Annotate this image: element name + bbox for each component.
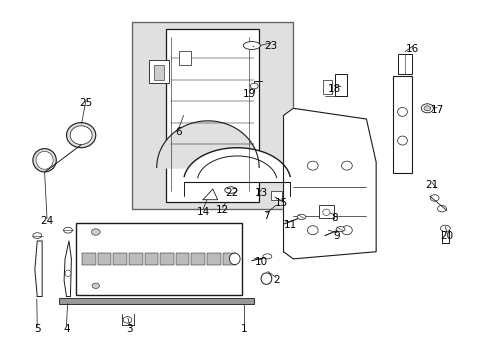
Polygon shape [35,241,42,297]
Ellipse shape [335,226,344,231]
Ellipse shape [123,317,132,323]
Bar [392,76,411,173]
Bar [144,253,158,265]
Ellipse shape [36,151,53,169]
Ellipse shape [33,149,56,172]
Bar [334,74,346,96]
Bar [166,30,259,202]
Text: 25: 25 [79,98,92,108]
Text: 21: 21 [425,180,438,190]
Bar [98,253,111,265]
Ellipse shape [307,161,318,170]
Text: 19: 19 [242,89,256,99]
Ellipse shape [423,106,430,111]
Text: 11: 11 [284,220,297,230]
Text: 9: 9 [333,231,340,240]
Text: 4: 4 [63,324,70,334]
Ellipse shape [307,226,318,235]
Ellipse shape [70,126,92,144]
Text: 10: 10 [254,257,267,267]
Text: 23: 23 [264,41,277,50]
Bar [206,253,220,265]
Ellipse shape [91,229,100,235]
Ellipse shape [65,270,71,276]
Bar [76,223,242,295]
Text: 12: 12 [216,206,229,216]
Text: 18: 18 [327,84,341,94]
Ellipse shape [92,283,99,288]
Polygon shape [203,189,217,200]
Ellipse shape [63,227,72,233]
Text: 24: 24 [41,216,54,226]
Text: 8: 8 [331,213,337,222]
Text: 14: 14 [196,207,209,217]
Bar [222,253,236,265]
Text: 22: 22 [225,188,239,198]
Bar [319,205,333,219]
Polygon shape [64,241,71,297]
Ellipse shape [397,107,407,116]
Bar [59,298,254,304]
Ellipse shape [261,273,271,284]
Bar [129,253,142,265]
Bar [149,60,168,83]
Bar [322,80,331,94]
Ellipse shape [297,215,305,220]
Polygon shape [283,108,375,259]
Ellipse shape [229,253,240,265]
Bar [178,51,190,65]
Bar [160,253,173,265]
Bar [113,253,127,265]
Text: 17: 17 [429,105,443,115]
Bar [175,253,189,265]
Ellipse shape [243,41,260,49]
Ellipse shape [224,187,237,193]
Bar [82,253,96,265]
Ellipse shape [437,206,446,212]
Text: 6: 6 [175,127,182,136]
Ellipse shape [263,254,271,259]
Text: 7: 7 [263,211,269,221]
Ellipse shape [341,161,351,170]
Text: 15: 15 [274,198,287,208]
Ellipse shape [420,104,432,113]
Bar [191,253,204,265]
Text: 20: 20 [439,231,452,240]
Ellipse shape [440,225,449,231]
Ellipse shape [397,136,407,145]
Ellipse shape [250,83,258,89]
Bar [132,22,293,209]
Ellipse shape [429,195,438,201]
Bar [271,191,282,200]
Ellipse shape [322,209,329,216]
Text: 5: 5 [34,324,41,334]
Text: 16: 16 [405,44,419,54]
Ellipse shape [341,226,351,235]
Text: 2: 2 [272,275,279,285]
Text: 13: 13 [254,188,267,198]
Ellipse shape [33,233,41,238]
Text: 3: 3 [126,324,133,334]
Ellipse shape [66,123,96,148]
Text: 1: 1 [241,324,247,334]
Bar [397,54,411,74]
Bar [154,65,163,80]
